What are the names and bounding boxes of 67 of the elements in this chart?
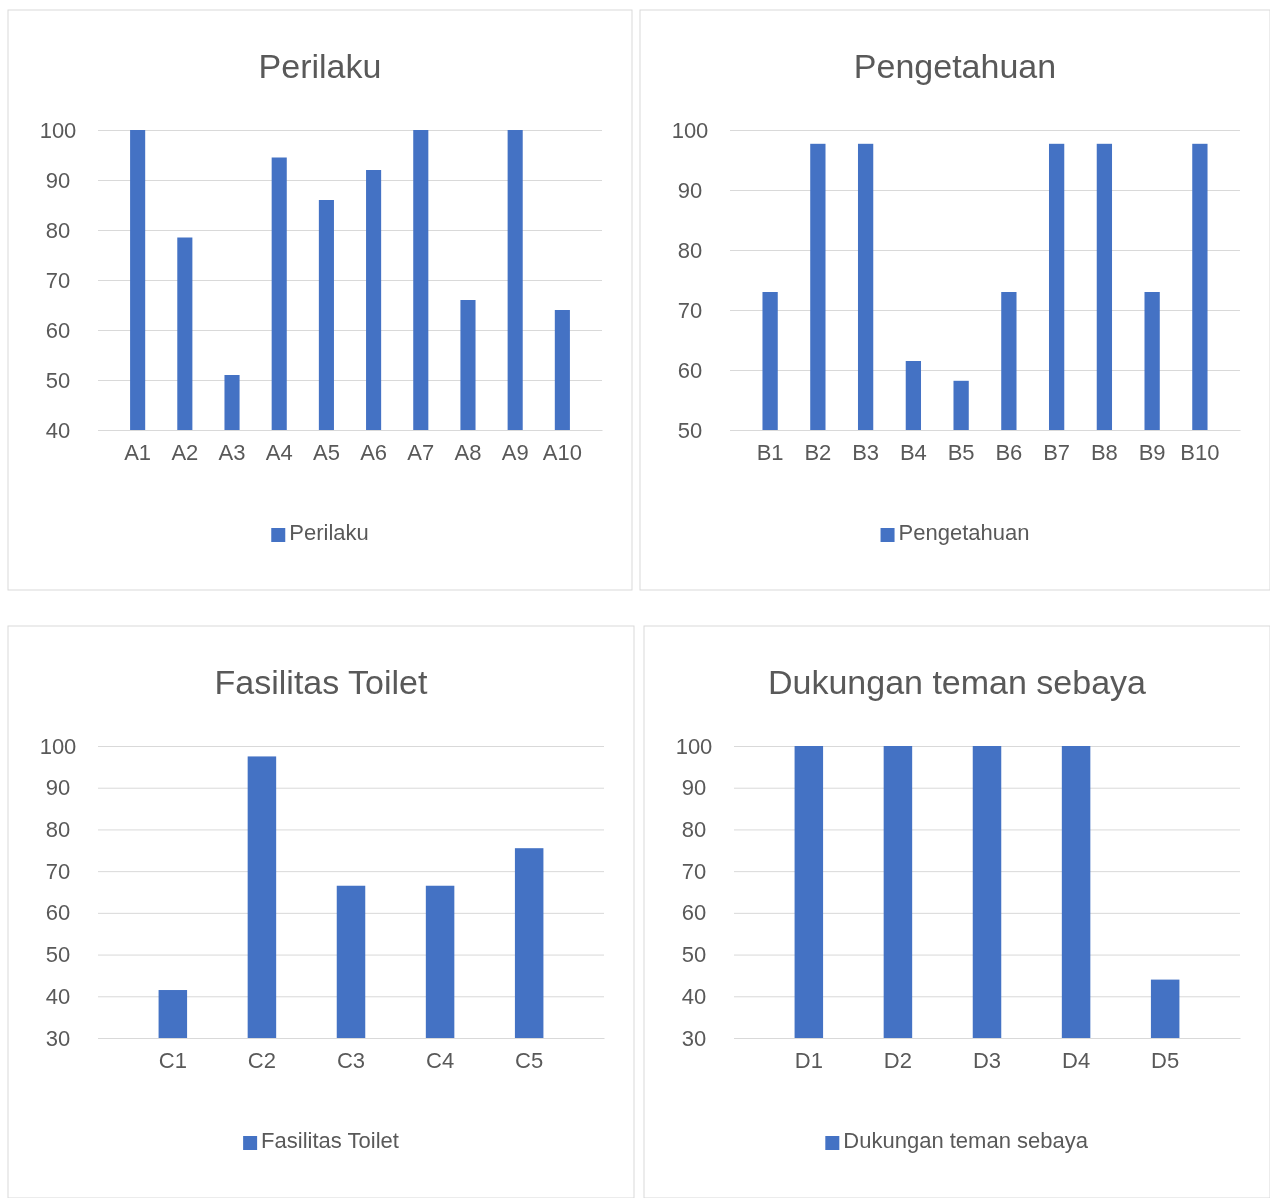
chart-title: Perilaku [258, 47, 382, 85]
y-tick-label: 40 [45, 983, 71, 1009]
x-tick-label: A3 [218, 439, 246, 465]
x-tick-label: A4 [265, 439, 293, 465]
legend-label: Pengetahuan [898, 520, 1030, 545]
x-tick-label: A5 [312, 439, 340, 465]
y-tick-label: 100 [39, 733, 77, 759]
x-tick-label: D1 [794, 1047, 823, 1073]
x-tick-label: B8 [1090, 439, 1118, 465]
x-tick-label: C2 [247, 1047, 276, 1073]
y-tick-label: 40 [681, 983, 707, 1009]
x-tick-label: D4 [1062, 1047, 1091, 1073]
y-tick-label: 80 [45, 217, 71, 243]
legend-label: Dukungan teman sebaya [843, 1128, 1089, 1153]
x-tick-label: D2 [883, 1047, 912, 1073]
y-tick-label: 30 [45, 1025, 71, 1051]
chart-title: Fasilitas Toilet [214, 663, 428, 701]
y-tick-label: 90 [45, 775, 71, 801]
y-tick-label: 40 [45, 417, 71, 443]
y-tick-label: 60 [681, 900, 707, 926]
x-tick-label: A10 [542, 439, 582, 465]
x-tick-label: C1 [158, 1047, 187, 1073]
y-tick-label: 70 [681, 858, 707, 884]
x-tick-label: B7 [1043, 439, 1071, 465]
y-tick-label: 100 [675, 733, 713, 759]
x-tick-label: C4 [426, 1047, 455, 1073]
x-tick-label: D5 [1151, 1047, 1180, 1073]
x-tick-label: B3 [852, 439, 880, 465]
y-tick-label: 70 [45, 267, 71, 293]
x-tick-label: B4 [899, 439, 927, 465]
x-tick-label: C3 [336, 1047, 366, 1073]
x-tick-label: C5 [515, 1047, 544, 1073]
y-tick-label: 60 [677, 357, 703, 383]
x-tick-label: B5 [947, 439, 975, 465]
y-tick-label: 50 [681, 942, 707, 968]
y-tick-label: 60 [45, 900, 71, 926]
y-tick-label: 80 [681, 816, 707, 842]
x-tick-label: B10 [1180, 439, 1220, 465]
x-tick-label: B9 [1138, 439, 1166, 465]
y-tick-label: 70 [677, 297, 703, 323]
y-tick-label: 70 [45, 858, 71, 884]
y-tick-label: 50 [45, 367, 71, 393]
y-tick-label: 60 [45, 317, 71, 343]
x-tick-label: A7 [407, 439, 435, 465]
y-tick-label: 100 [671, 117, 709, 143]
y-tick-label: 50 [45, 942, 71, 968]
y-tick-label: 80 [45, 816, 71, 842]
legend-label: Perilaku [289, 520, 369, 545]
legend-label: Fasilitas Toilet [261, 1128, 399, 1153]
y-tick-label: 90 [677, 177, 703, 203]
x-tick-label: A1 [124, 439, 152, 465]
chart-title: Dukungan teman sebaya [767, 663, 1147, 701]
y-tick-label: 90 [681, 775, 707, 801]
y-tick-label: 30 [681, 1025, 707, 1051]
x-tick-label: A9 [501, 439, 529, 465]
chart-title: Pengetahuan [853, 47, 1057, 85]
y-tick-label: 50 [677, 417, 703, 443]
x-tick-label: A8 [454, 439, 482, 465]
x-tick-label: A2 [171, 439, 199, 465]
x-tick-label: B6 [995, 439, 1023, 465]
y-tick-label: 100 [39, 117, 77, 143]
y-tick-label: 80 [677, 237, 703, 263]
x-tick-label: A6 [360, 439, 388, 465]
y-tick-label: 90 [45, 167, 71, 193]
x-tick-label: D3 [972, 1047, 1002, 1073]
x-tick-label: B1 [756, 439, 784, 465]
x-tick-label: B2 [804, 439, 832, 465]
